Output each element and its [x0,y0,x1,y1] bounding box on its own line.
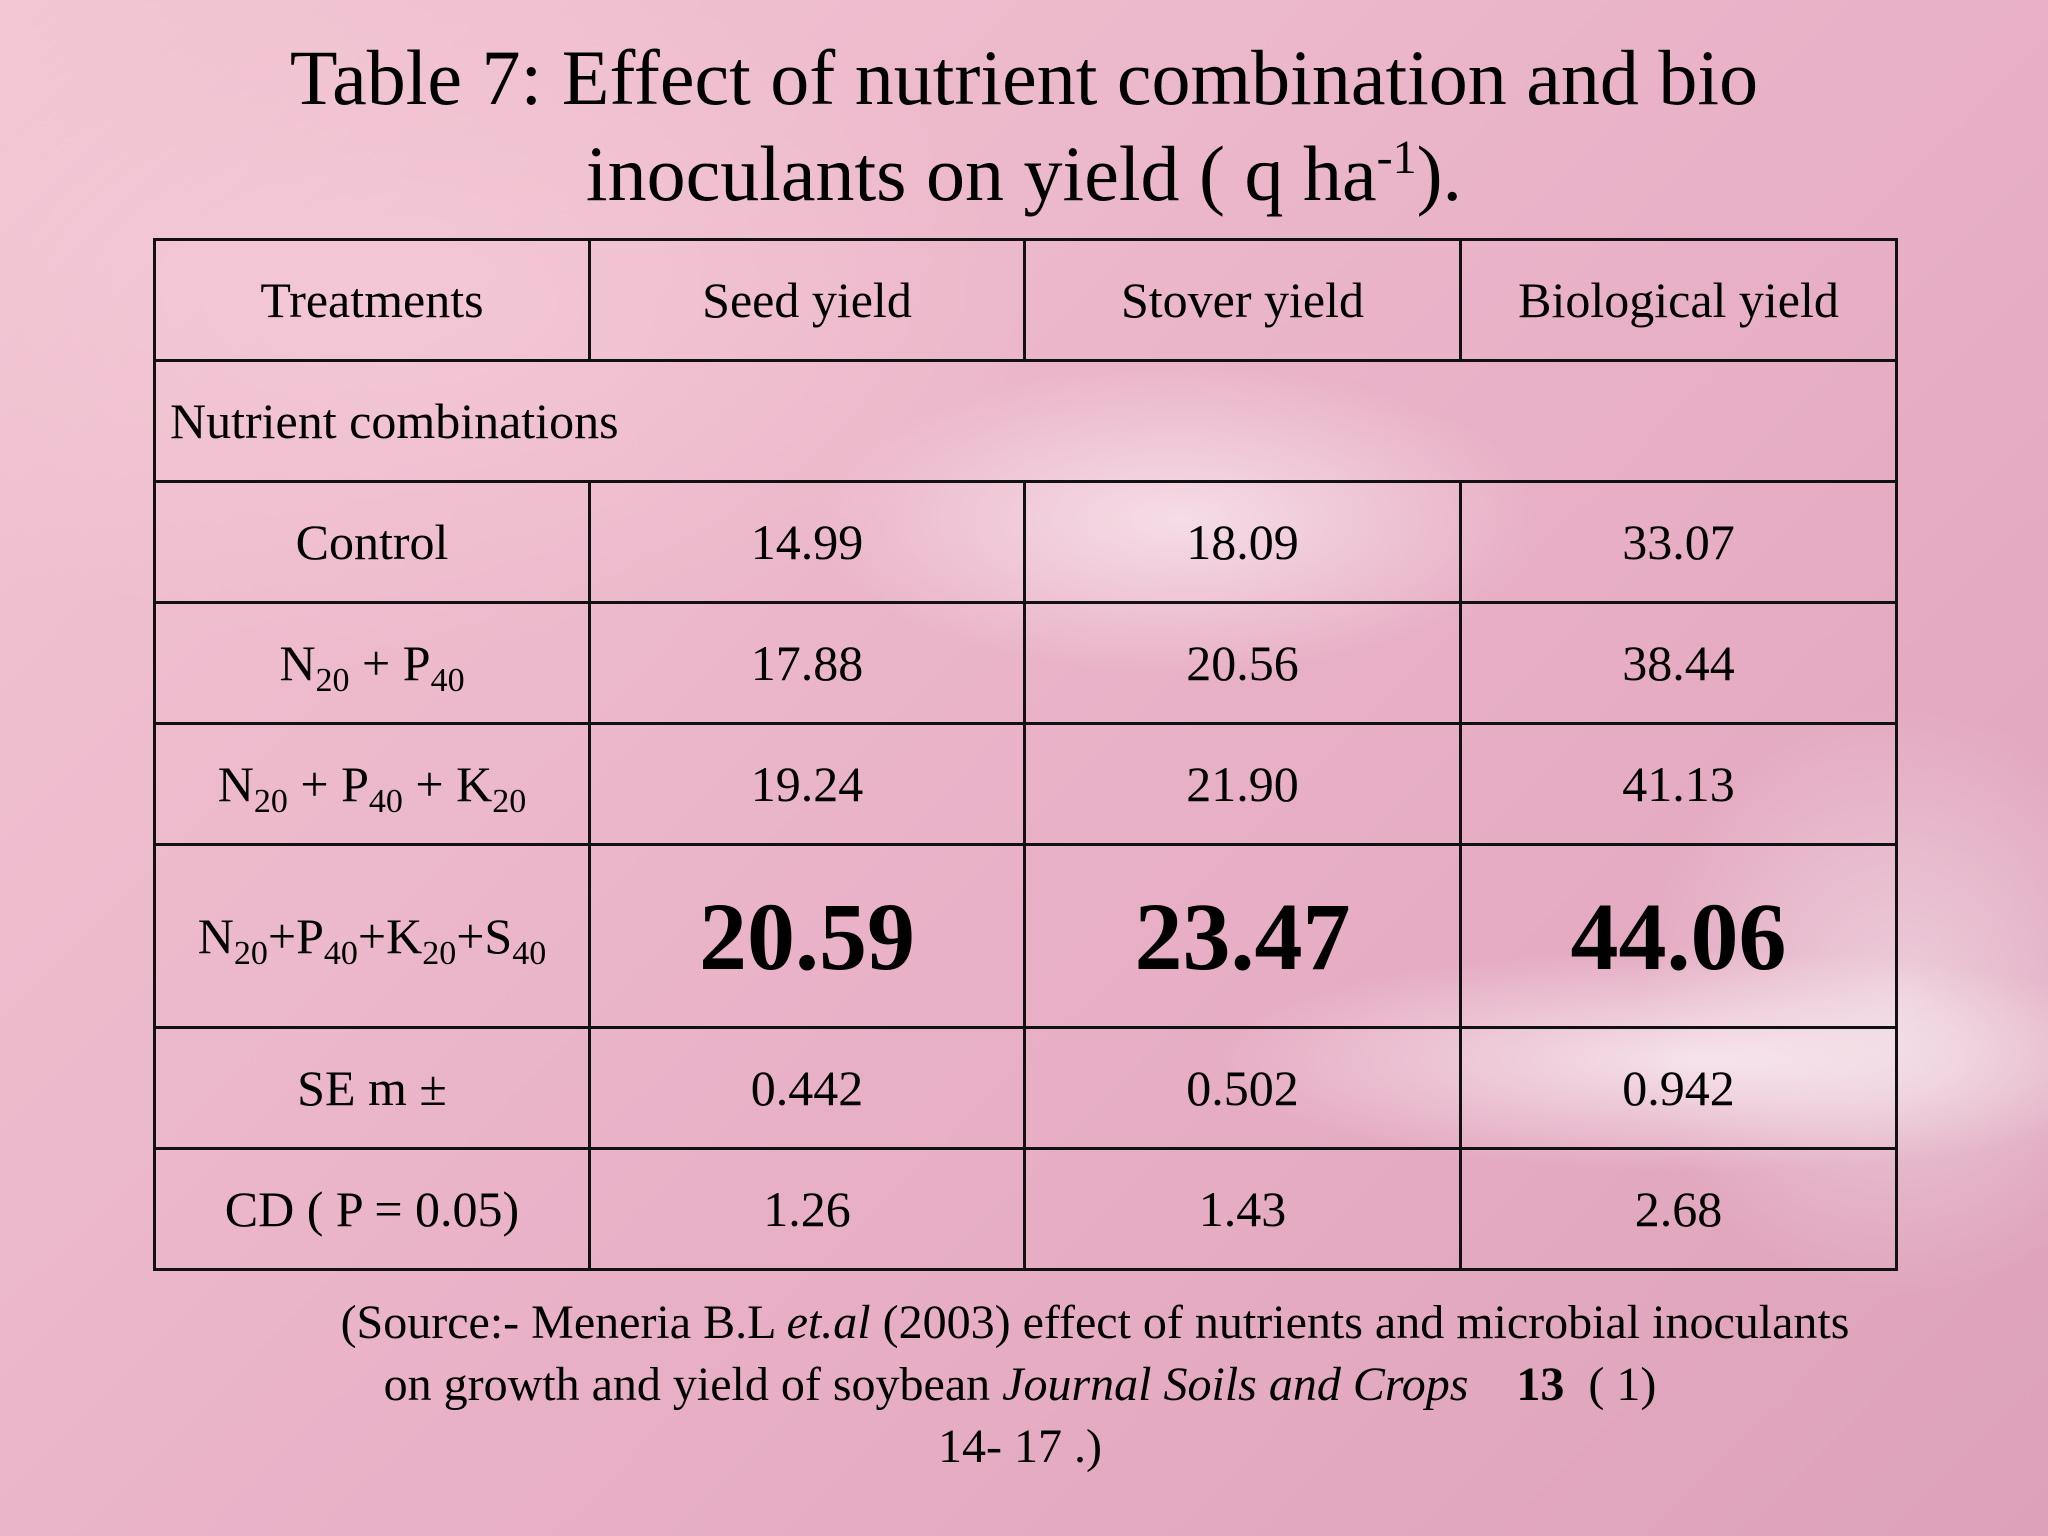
table-title: Table 7: Effect of nutrient combination … [0,30,2048,222]
stover-yield-cell: 0.502 [1023,1026,1462,1150]
table-row-highlight: N20+P40+K20+S40 20.59 23.47 44.06 [153,843,1898,1029]
header-stover-yield: Stover yield [1023,238,1462,362]
biological-yield-cell: 38.44 [1459,601,1898,725]
seed-yield-cell: 17.88 [588,601,1026,725]
stover-yield-cell: 23.47 [1023,843,1462,1029]
treatment-cell: Control [153,480,591,604]
table-row: Control 14.99 18.09 33.07 [153,480,1898,604]
source-issue: ( 1) [1588,1358,1657,1411]
seed-yield-cell: 14.99 [588,480,1026,604]
treatment-cell: N20+P40+K20+S40 [153,843,591,1029]
stover-yield-cell: 21.90 [1023,722,1462,846]
section-label: Nutrient combinations [153,359,1898,483]
source-journal: Journal Soils and Crops [1002,1358,1469,1411]
table-row: CD ( P = 0.05) 1.26 1.43 2.68 [153,1147,1898,1271]
stover-yield-cell: 20.56 [1023,601,1462,725]
source-pages: 14- 17 .) [938,1420,1102,1473]
biological-yield-cell: 44.06 [1459,843,1898,1029]
header-treatments: Treatments [153,238,591,362]
seed-yield-cell: 19.24 [588,722,1026,846]
treatment-cell: CD ( P = 0.05) [153,1147,591,1271]
source-citation: (Source:- Meneria B.L et.al (2003) effec… [180,1292,1860,1478]
table-row: N20 + P40 + K20 19.24 21.90 41.13 [153,722,1898,846]
biological-yield-cell: 33.07 [1459,480,1898,604]
source-text-2: (2003) effect of nutrients and microbial… [383,1296,1850,1411]
title-superscript: -1 [1376,131,1417,184]
seed-yield-cell: 0.442 [588,1026,1026,1150]
section-row: Nutrient combinations [153,359,1898,483]
yield-table: Treatments Seed yield Stover yield Biolo… [153,238,1898,1271]
header-row: Treatments Seed yield Stover yield Biolo… [153,238,1898,362]
source-text-1: (Source:- Meneria B.L [340,1296,787,1349]
seed-yield-cell: 20.59 [588,843,1026,1029]
source-etal: et.al [786,1296,871,1349]
seed-yield-cell: 1.26 [588,1147,1026,1271]
biological-yield-cell: 0.942 [1459,1026,1898,1150]
treatment-cell: N20 + P40 + K20 [153,722,591,846]
biological-yield-cell: 41.13 [1459,722,1898,846]
treatment-cell: SE m ± [153,1026,591,1150]
title-line-1: Table 7: Effect of nutrient combination … [289,34,1759,121]
table-row: N20 + P40 17.88 20.56 38.44 [153,601,1898,725]
treatment-cell: N20 + P40 [153,601,591,725]
header-biological-yield: Biological yield [1459,238,1898,362]
stover-yield-cell: 1.43 [1023,1147,1462,1271]
source-volume: 13 [1516,1358,1565,1411]
title-line-2-end: ). [1416,130,1463,217]
stover-yield-cell: 18.09 [1023,480,1462,604]
title-line-2: inoculants on yield ( q ha [585,130,1377,217]
header-seed-yield: Seed yield [588,238,1026,362]
biological-yield-cell: 2.68 [1459,1147,1898,1271]
table-row: SE m ± 0.442 0.502 0.942 [153,1026,1898,1150]
